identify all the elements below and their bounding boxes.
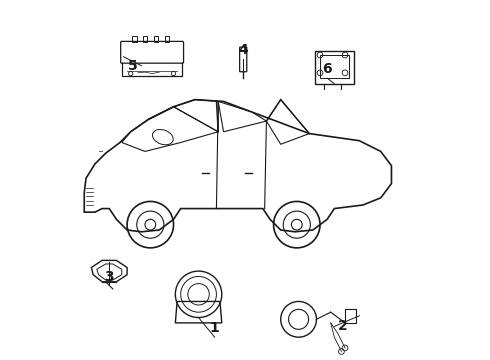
Bar xyxy=(320,55,348,78)
Bar xyxy=(132,36,137,42)
Text: 4: 4 xyxy=(238,43,248,57)
Text: 6: 6 xyxy=(322,62,332,76)
Bar xyxy=(154,36,158,42)
Text: 2: 2 xyxy=(338,319,347,333)
Text: 3: 3 xyxy=(104,270,114,284)
Text: 5: 5 xyxy=(128,59,138,73)
Bar xyxy=(165,36,169,42)
Bar xyxy=(315,51,354,84)
Bar xyxy=(143,36,147,42)
Text: 1: 1 xyxy=(210,321,220,336)
